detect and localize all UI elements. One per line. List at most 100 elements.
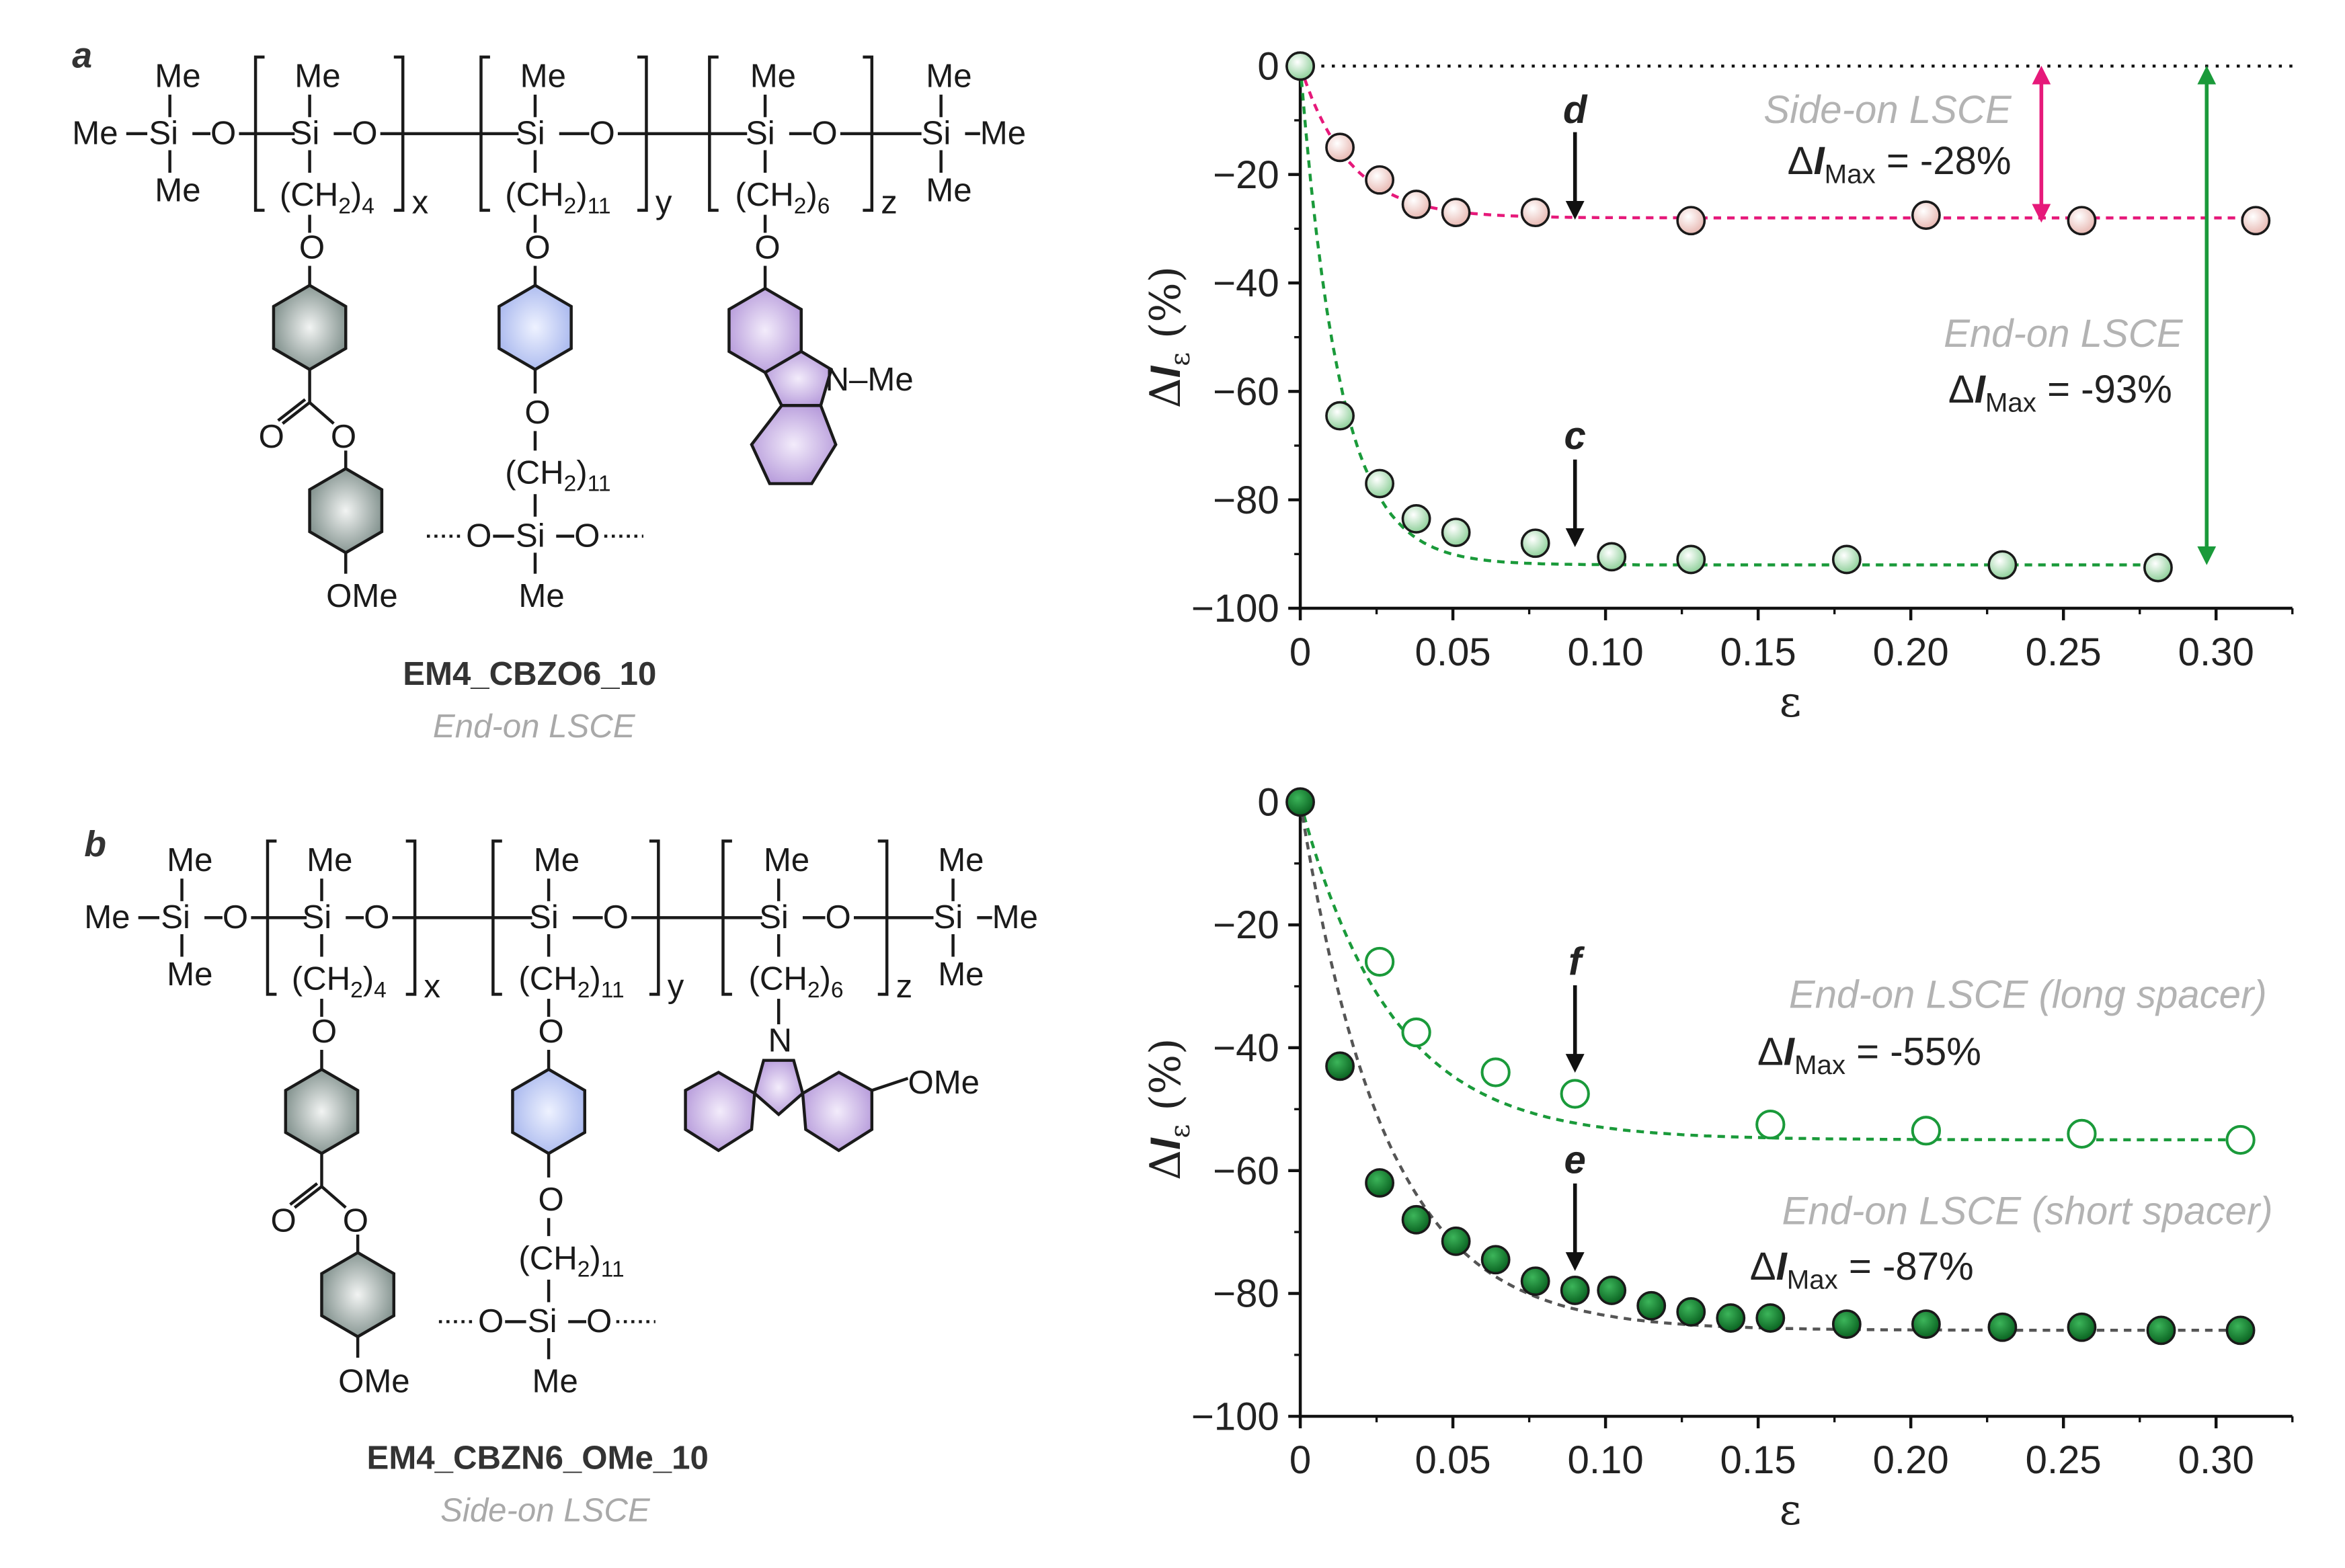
- atom-ch2: (CH2)4: [292, 960, 387, 1003]
- data-point: [1365, 165, 1395, 195]
- data-point: [1831, 544, 1862, 575]
- atom-o: O: [478, 1303, 504, 1339]
- y-tick-label: −20: [1213, 153, 1279, 197]
- atom-si: Si: [516, 517, 545, 554]
- atom-o: O: [223, 899, 248, 936]
- y-tick-label: −100: [1191, 1395, 1279, 1438]
- data-point: [1636, 1290, 1667, 1321]
- atom-me: Me: [294, 58, 340, 95]
- data-point: [1365, 1168, 1395, 1198]
- data-point: [1441, 198, 1471, 228]
- data-point: [1325, 1051, 1355, 1081]
- atom-o: O: [826, 899, 851, 936]
- arrow-letter: f: [1568, 940, 1585, 983]
- data-point: [1831, 1309, 1862, 1339]
- y-tick-label: −40: [1213, 261, 1279, 305]
- atom-me: Me: [167, 956, 212, 993]
- x-tick-label: 0.30: [2178, 630, 2254, 674]
- atom-ch2: (CH2)11: [518, 960, 624, 1003]
- data-point: [1987, 1312, 2018, 1342]
- data-point: [1911, 200, 1941, 231]
- atom-si: Si: [922, 115, 951, 152]
- atom-si: Si: [528, 1303, 557, 1339]
- atom-ch2: (CH2)4: [280, 176, 374, 218]
- data-point: [2146, 1315, 2176, 1346]
- atom-o: O: [331, 418, 356, 455]
- x-tick-label: 0.05: [1415, 1438, 1491, 1482]
- fit-curve: [1298, 801, 2241, 1142]
- data-point: [1441, 1226, 1471, 1256]
- x-tick-label: 0.30: [2178, 1438, 2254, 1482]
- x-axis-label: ε: [1780, 677, 1801, 727]
- data-point: [1401, 1017, 1431, 1048]
- atom-o: O: [586, 1303, 612, 1339]
- data-point: [1364, 946, 1395, 977]
- atom-o: O: [538, 1013, 563, 1050]
- data-point: [2241, 206, 2271, 236]
- series-label: End-on LSCE: [1944, 312, 2184, 356]
- index-y: y: [668, 968, 684, 1005]
- series-label: End-on LSCE (long spacer): [1789, 973, 2267, 1016]
- data-point: [1560, 1079, 1590, 1109]
- x-tick-label: 0: [1289, 630, 1311, 674]
- x-tick-label: 0.05: [1415, 630, 1491, 674]
- data-point: [1480, 1245, 1511, 1275]
- x-tick-label: 0.10: [1568, 1438, 1644, 1482]
- atom-me: Me: [980, 115, 1026, 152]
- y-tick-label: −60: [1213, 370, 1279, 413]
- data-point: [1755, 1303, 1786, 1333]
- data-point: [1401, 190, 1431, 219]
- atom-me: Me: [155, 171, 200, 208]
- atom-me: Me: [84, 899, 130, 936]
- data-point: [2143, 552, 2173, 583]
- data-point: [1401, 504, 1431, 534]
- compound-type-b: Side-on LSCE: [440, 1492, 651, 1529]
- atom-o: O: [524, 394, 550, 431]
- y-tick-label: 0: [1257, 44, 1279, 88]
- atom-n-me: N–Me: [826, 361, 914, 398]
- data-point: [1676, 1297, 1706, 1327]
- atom-o: O: [466, 517, 491, 554]
- molecule-panel-a: a Me Si Me Me O Si Me O (CH2)4 x O O O: [72, 36, 1026, 745]
- data-point: [1676, 544, 1706, 575]
- compound-type-a: End-on LSCE: [433, 708, 636, 745]
- mesogen-ring: [320, 1251, 396, 1339]
- x-tick-label: 0.25: [2026, 630, 2102, 674]
- atom-ch2: (CH2)11: [505, 176, 610, 218]
- index-z: z: [896, 968, 913, 1005]
- atom-o: O: [754, 229, 780, 265]
- atom-me: Me: [764, 841, 809, 878]
- index-z: z: [881, 183, 898, 220]
- atom-me: Me: [307, 841, 352, 878]
- atom-si: Si: [746, 115, 775, 152]
- atom-me: Me: [155, 58, 200, 95]
- data-point: [1987, 550, 2018, 580]
- data-point: [1401, 1204, 1431, 1235]
- series-label: Side-on LSCE: [1763, 88, 2012, 132]
- atom-o: O: [589, 115, 614, 152]
- data-point: [2225, 1315, 2256, 1346]
- atom-si: Si: [149, 115, 178, 152]
- atom-ch2: (CH2)6: [748, 960, 843, 1003]
- data-point: [1911, 1309, 1941, 1339]
- y-tick-label: −40: [1213, 1026, 1279, 1070]
- compound-name-b: EM4_CBZN6_OMe_10: [367, 1440, 709, 1477]
- atom-ch2: (CH2)11: [518, 1239, 624, 1282]
- data-point: [1325, 132, 1355, 163]
- y-tick-label: −80: [1213, 1272, 1279, 1316]
- arrow-letter: c: [1564, 414, 1586, 458]
- atom-me: Me: [750, 58, 796, 95]
- atom-o: O: [538, 1181, 563, 1218]
- atom-me: Me: [167, 841, 212, 878]
- y-axis-label: ΔIε (%): [1141, 1038, 1195, 1181]
- data-point: [1520, 1266, 1550, 1296]
- atom-o: O: [259, 418, 284, 455]
- atom-me: Me: [926, 58, 971, 95]
- atom-ome: OMe: [326, 577, 398, 614]
- data-point: [1441, 518, 1471, 548]
- delta-max-label: ΔIMax = -87%: [1750, 1245, 1974, 1294]
- data-point: [2067, 1118, 2097, 1149]
- atom-o: O: [299, 229, 325, 265]
